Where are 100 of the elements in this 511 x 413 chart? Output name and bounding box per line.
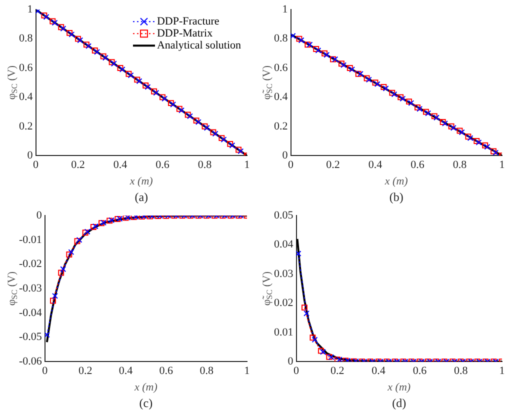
y-tick-label: 0.4	[19, 91, 34, 104]
point	[160, 94, 166, 100]
y-tick-label: 0	[27, 149, 34, 162]
x-tick-label: 0.6	[156, 159, 170, 172]
point	[304, 310, 310, 316]
y-tick-label: -0.04	[18, 306, 42, 319]
y-tick-label: 0.6	[19, 62, 34, 74]
y-tick-label: -0.01	[18, 234, 42, 246]
x-tick-label: 1	[499, 365, 505, 378]
point	[414, 104, 420, 110]
point	[94, 48, 100, 55]
point	[92, 48, 98, 54]
x-tick-label: 1	[244, 365, 250, 378]
y-tick-label: -0.05	[18, 331, 42, 344]
x-tick-label: 0.6	[410, 159, 425, 172]
x-axis-title: x (m)	[134, 381, 158, 394]
point	[332, 56, 338, 62]
y-tick-label: -0.06	[18, 355, 42, 368]
point	[58, 270, 64, 276]
point	[346, 65, 353, 71]
y-axis-title: φSC (V)	[6, 65, 20, 100]
point	[66, 252, 72, 258]
point	[184, 112, 191, 118]
point	[440, 119, 446, 125]
x-tick-label: 0.8	[198, 159, 212, 172]
point	[422, 108, 429, 115]
point	[296, 250, 302, 257]
point	[100, 53, 106, 60]
point	[52, 292, 58, 299]
legend-label: DDP-Matrix	[156, 27, 214, 40]
y-tick-label: -0.02	[18, 258, 42, 270]
x-tick-label: 0.2	[78, 365, 92, 378]
y-tick-label: 0	[36, 209, 42, 222]
x-tick-label: 0.6	[412, 365, 428, 378]
x-tick-label: 0.2	[330, 365, 344, 378]
point	[44, 332, 50, 338]
point	[50, 298, 56, 304]
point	[60, 266, 66, 272]
legend-label: Analytical solution	[156, 39, 242, 52]
point	[168, 100, 174, 106]
y-tick-label: 0.6	[274, 62, 288, 74]
point	[176, 106, 182, 112]
x-tick-label: 0.6	[159, 365, 174, 378]
x-tick-label: 0.8	[200, 365, 214, 378]
point	[83, 42, 90, 48]
y-tick-label: 0.8	[274, 32, 288, 45]
point	[178, 107, 184, 114]
point	[68, 249, 74, 256]
y-tick-label: 0.02	[274, 297, 294, 310]
point	[170, 102, 176, 108]
y-tick-label: 1	[282, 3, 288, 16]
x-tick-label: 1	[244, 159, 250, 172]
point	[320, 348, 326, 355]
text: (d)	[392, 396, 406, 410]
x-tick-label: 0.2	[326, 159, 340, 172]
point	[77, 37, 84, 44]
point	[431, 113, 438, 120]
y-tick-label: 0.4	[274, 91, 288, 104]
y-axis-title: φSC (V)	[6, 271, 20, 306]
point	[36, 10, 41, 14]
y-tick-label: 0.04	[274, 238, 294, 251]
x-axis-title: x (m)	[384, 175, 408, 188]
x-tick-label: 1	[499, 159, 505, 172]
x-axis-title: x (m)	[128, 175, 154, 188]
x-axis-title: x (m)	[386, 381, 411, 394]
point	[318, 348, 324, 354]
y-tick-label: 0.2	[19, 120, 33, 132]
text: (c)	[139, 396, 153, 410]
point	[425, 110, 432, 116]
point	[162, 96, 168, 102]
point	[416, 106, 423, 112]
y-tick-label: -0.03	[18, 282, 42, 294]
y-tick-label: 0	[282, 149, 288, 162]
point	[338, 60, 344, 67]
point	[349, 66, 355, 72]
legend-label: DDP-Fracture	[156, 15, 220, 28]
point	[86, 43, 92, 50]
y-tick-label: 1	[27, 3, 33, 16]
x-tick-label: 0.4	[118, 365, 134, 378]
point	[434, 114, 440, 121]
point	[302, 304, 308, 311]
y-tick-label: 0	[288, 355, 294, 368]
point	[355, 70, 362, 77]
x-tick-label: 0.8	[452, 159, 468, 172]
x-tick-label: 0.8	[454, 365, 468, 378]
point	[290, 32, 296, 39]
y-tick-label: 0.05	[274, 209, 294, 222]
point	[340, 62, 347, 68]
point	[330, 56, 336, 62]
x-tick-label: 0.4	[368, 159, 383, 172]
text: (a)	[134, 190, 148, 204]
text: (b)	[389, 190, 404, 204]
y-tick-label: 0.8	[19, 32, 34, 45]
x-tick-label: 0.4	[372, 365, 386, 378]
y-tick-label: 0.01	[274, 326, 294, 338]
point	[75, 36, 81, 42]
x-tick-label: 0.4	[113, 159, 128, 172]
x-tick-label: 0.2	[71, 159, 85, 172]
y-tick-label: 0.2	[274, 120, 288, 132]
y-tick-label: 0.03	[274, 268, 294, 280]
